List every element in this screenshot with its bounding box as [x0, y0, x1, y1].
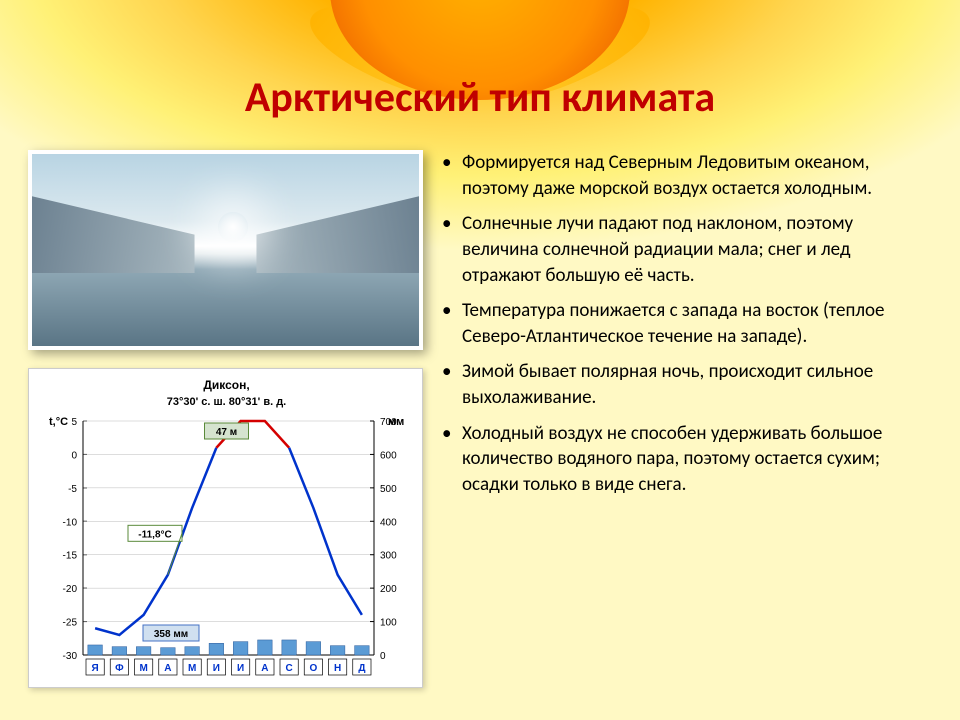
svg-text:-11,8°C: -11,8°C	[138, 529, 171, 540]
svg-text:47 м: 47 м	[216, 427, 237, 438]
svg-text:400: 400	[380, 517, 397, 528]
svg-text:О: О	[309, 663, 317, 674]
left-column: Диксон,73°30' с. ш. 80°31' в. д.t,°Cмм50…	[0, 140, 430, 720]
right-column: Формируется над Северным Ледовитым океан…	[430, 140, 960, 720]
svg-text:100: 100	[380, 618, 397, 629]
svg-text:И: И	[237, 663, 244, 674]
photo-frame	[28, 150, 423, 350]
svg-text:-20: -20	[63, 584, 78, 595]
svg-text:М: М	[139, 663, 147, 674]
svg-text:А: А	[164, 663, 171, 674]
svg-text:700: 700	[380, 417, 397, 428]
svg-text:200: 200	[380, 584, 397, 595]
svg-text:-5: -5	[68, 484, 77, 495]
bullet-item: Солнечные лучи падают под наклоном, поэт…	[440, 211, 932, 288]
bullet-item: Зимой бывает полярная ночь, происходит с…	[440, 359, 932, 410]
arctic-photo	[32, 154, 419, 346]
svg-text:500: 500	[380, 484, 397, 495]
bullet-list: Формируется над Северным Ледовитым океан…	[440, 150, 932, 498]
svg-text:Ф: Ф	[115, 663, 124, 674]
bullet-item: Холодный воздух не способен удерживать б…	[440, 421, 932, 498]
svg-text:Я: Я	[92, 663, 99, 674]
svg-text:-15: -15	[63, 551, 78, 562]
svg-text:Д: Д	[358, 663, 365, 674]
svg-text:t,°C: t,°C	[49, 416, 68, 428]
content-area: Диксон,73°30' с. ш. 80°31' в. д.t,°Cмм50…	[0, 140, 960, 720]
svg-text:Диксон,: Диксон,	[203, 378, 249, 392]
slide-title: Арктический тип климата	[0, 72, 960, 123]
svg-text:М: М	[188, 663, 196, 674]
svg-text:73°30' с. ш. 80°31' в. д.: 73°30' с. ш. 80°31' в. д.	[167, 396, 287, 408]
climograph-svg: Диксон,73°30' с. ш. 80°31' в. д.t,°Cмм50…	[35, 375, 418, 683]
svg-text:600: 600	[380, 450, 397, 461]
bullet-item: Формируется над Северным Ледовитым океан…	[440, 150, 932, 201]
svg-text:358 мм: 358 мм	[154, 629, 188, 640]
svg-text:С: С	[286, 663, 293, 674]
svg-text:И: И	[213, 663, 220, 674]
svg-text:0: 0	[380, 651, 386, 662]
svg-text:300: 300	[380, 551, 397, 562]
svg-text:Н: Н	[334, 663, 341, 674]
bullet-item: Температура понижается с запада на восто…	[440, 298, 932, 349]
svg-text:-10: -10	[63, 517, 78, 528]
svg-text:5: 5	[71, 417, 77, 428]
svg-text:-30: -30	[63, 651, 78, 662]
svg-text:А: А	[261, 663, 268, 674]
svg-text:-25: -25	[63, 618, 78, 629]
svg-text:0: 0	[71, 450, 77, 461]
climate-chart: Диксон,73°30' с. ш. 80°31' в. д.t,°Cмм50…	[28, 368, 423, 688]
